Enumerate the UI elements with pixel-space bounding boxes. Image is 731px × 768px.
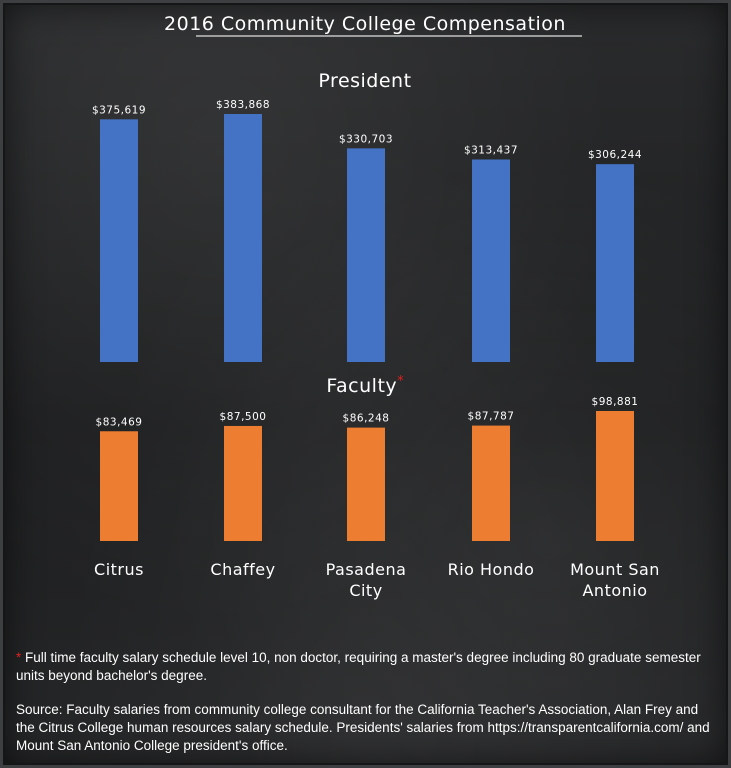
category-label-group: Citrus Chaffey Pasadena City Rio Hondo Mount … — [94, 560, 660, 600]
category-label-3-line-1: Pasadena — [326, 560, 407, 579]
footnote: * Full time faculty salary schedule leve… — [16, 649, 716, 685]
category-label-5-line-1: Mount San — [570, 560, 660, 579]
president-subtitle: President — [318, 70, 411, 92]
faculty-bar-group: $83,469 $87,500 $86,248 $87,787 $98,881 — [96, 396, 639, 541]
president-value-label-1: $375,619 — [92, 104, 146, 116]
category-label-5-line-2: Antonio — [582, 581, 647, 600]
president-value-label-4: $313,437 — [464, 145, 518, 157]
president-bar-4 — [472, 159, 510, 362]
faculty-bar-4 — [472, 425, 510, 541]
faculty-bar-1 — [100, 431, 138, 541]
faculty-subtitle-asterisk: * — [397, 374, 404, 389]
category-label-4-line-1: Rio Hondo — [448, 560, 535, 579]
faculty-value-label-5: $98,881 — [592, 396, 639, 408]
faculty-bar-3 — [347, 427, 385, 541]
faculty-value-label-4: $87,787 — [468, 411, 515, 423]
category-label-2-line-1: Chaffey — [210, 560, 275, 579]
faculty-bar-5 — [596, 411, 634, 541]
president-bar-2 — [224, 114, 262, 362]
source-note: Source: Faculty salaries from community … — [16, 702, 710, 753]
president-value-label-3: $330,703 — [339, 133, 393, 145]
footnote-text: Full time faculty salary schedule level … — [16, 650, 701, 683]
president-bar-5 — [596, 164, 634, 362]
category-label-3-line-2: City — [349, 581, 382, 600]
faculty-value-label-1: $83,469 — [96, 416, 143, 428]
president-bar-3 — [347, 148, 385, 362]
footnote-asterisk: * — [16, 650, 22, 665]
president-value-label-2: $383,868 — [216, 99, 270, 111]
category-label-1-line-1: Citrus — [94, 560, 144, 579]
chart-title: 2016 Community College Compensation — [164, 13, 566, 35]
faculty-subtitle: Faculty* — [326, 374, 404, 397]
president-bar-1 — [100, 119, 138, 362]
faculty-value-label-2: $87,500 — [220, 411, 267, 423]
faculty-bar-2 — [224, 425, 262, 541]
faculty-value-label-3: $86,248 — [343, 413, 390, 425]
president-value-label-5: $306,244 — [588, 149, 642, 161]
president-bar-group: $375,619 $383,868 $330,703 $313,437 $306,244 — [92, 99, 642, 362]
faculty-subtitle-text: Faculty — [326, 375, 397, 397]
